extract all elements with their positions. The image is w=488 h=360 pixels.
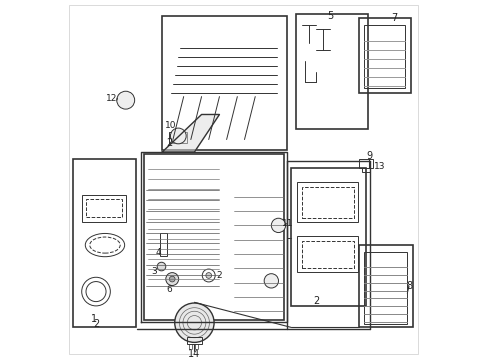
- Bar: [81, 195, 126, 222]
- Circle shape: [169, 276, 175, 282]
- Bar: [86, 199, 122, 217]
- Circle shape: [205, 273, 211, 278]
- Bar: [187, 337, 201, 344]
- Text: 1: 1: [91, 314, 97, 324]
- Circle shape: [165, 273, 178, 285]
- Bar: [297, 236, 358, 272]
- Bar: [73, 159, 136, 327]
- Circle shape: [170, 128, 186, 144]
- Bar: [358, 245, 412, 327]
- Text: 8: 8: [405, 281, 411, 291]
- Text: 3: 3: [151, 267, 157, 276]
- Text: 14: 14: [188, 349, 200, 359]
- Text: 6: 6: [166, 284, 172, 293]
- Text: 2: 2: [166, 138, 172, 148]
- Bar: [301, 187, 353, 217]
- Text: 10: 10: [165, 121, 177, 130]
- Circle shape: [271, 218, 285, 233]
- Text: 12: 12: [105, 94, 117, 103]
- Text: 2: 2: [312, 296, 319, 306]
- Bar: [290, 168, 366, 306]
- Bar: [361, 168, 370, 172]
- Bar: [358, 18, 410, 93]
- Bar: [297, 183, 358, 222]
- Text: 2: 2: [216, 271, 221, 280]
- Text: 2: 2: [93, 319, 99, 329]
- Bar: [364, 252, 407, 324]
- Circle shape: [174, 303, 214, 342]
- Text: 11: 11: [281, 219, 293, 228]
- Bar: [301, 241, 353, 267]
- Text: 9: 9: [365, 150, 371, 161]
- Circle shape: [264, 274, 278, 288]
- Bar: [160, 233, 166, 256]
- Polygon shape: [162, 114, 219, 152]
- Bar: [144, 154, 283, 320]
- Bar: [162, 16, 286, 150]
- Text: 4: 4: [155, 248, 161, 257]
- Bar: [364, 25, 405, 87]
- Circle shape: [157, 262, 165, 271]
- Text: 13: 13: [373, 162, 385, 171]
- Bar: [169, 132, 187, 143]
- Circle shape: [117, 91, 134, 109]
- Bar: [296, 14, 367, 129]
- Bar: [358, 159, 372, 168]
- Text: 7: 7: [391, 13, 397, 23]
- Text: 5: 5: [326, 11, 333, 21]
